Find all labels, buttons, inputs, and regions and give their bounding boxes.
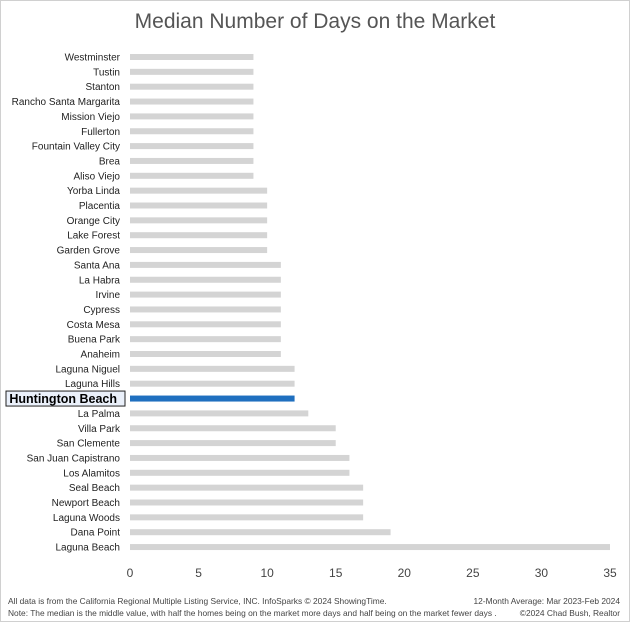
- bar: [130, 128, 254, 135]
- footer-credit: ©2024 Chad Bush, Realtor: [519, 608, 620, 618]
- category-label: Dana Point: [71, 528, 121, 539]
- bar: [130, 321, 281, 328]
- category-label: Orange City: [67, 216, 120, 227]
- x-tick-label: 30: [535, 566, 549, 580]
- category-label: Laguna Beach: [55, 543, 120, 554]
- category-label: Costa Mesa: [67, 320, 121, 331]
- footer-right: 12-Month Average: Mar 2023-Feb 2024 ©202…: [473, 595, 620, 619]
- category-label: Brea: [99, 156, 121, 167]
- bar: [130, 306, 281, 313]
- category-label: Fullerton: [81, 127, 120, 138]
- bar: [130, 187, 268, 194]
- bar: [130, 484, 364, 491]
- category-label: Huntington Beach: [9, 392, 117, 406]
- bar: [130, 247, 268, 254]
- category-label: Aliso Viejo: [73, 171, 120, 182]
- category-label: Anaheim: [81, 350, 120, 361]
- bar: [130, 351, 281, 357]
- footer-source-note: All data is from the California Regional…: [8, 596, 387, 606]
- bar: [130, 291, 281, 298]
- bar: [130, 113, 254, 120]
- bar: [130, 202, 268, 209]
- category-label: Garden Grove: [57, 246, 121, 257]
- footer-period: 12-Month Average: Mar 2023-Feb 2024: [473, 596, 620, 606]
- category-label: La Habra: [79, 275, 121, 286]
- bar: [130, 261, 281, 268]
- x-tick-label: 15: [329, 566, 343, 580]
- bar: [130, 440, 336, 447]
- bar: [130, 217, 268, 224]
- highlight-label-box: [5, 390, 126, 407]
- category-label: Mission Viejo: [61, 112, 120, 123]
- x-tick-label: 20: [398, 566, 412, 580]
- category-label: Yorba Linda: [67, 186, 120, 197]
- category-label: La Palma: [78, 409, 121, 420]
- bar: [130, 83, 254, 90]
- x-tick-label: 10: [260, 566, 274, 580]
- category-label: Seal Beach: [69, 483, 120, 494]
- category-label: Newport Beach: [52, 498, 120, 509]
- x-tick-label: 5: [195, 566, 202, 580]
- category-label: Fountain Valley City: [32, 142, 120, 153]
- bar: [130, 68, 254, 75]
- bar: [130, 336, 281, 343]
- bar: [130, 380, 295, 387]
- bar: [130, 395, 295, 402]
- category-label: Laguna Woods: [53, 513, 120, 524]
- footer-left: All data is from the California Regional…: [8, 595, 497, 619]
- bar: [130, 514, 364, 521]
- category-label: Buena Park: [68, 335, 121, 346]
- bar: [130, 410, 309, 417]
- category-label: Cypress: [83, 305, 120, 316]
- bar: [130, 276, 281, 283]
- category-label: Placentia: [79, 201, 121, 212]
- bar-chart: Westminster Tustin Stanton Rancho Santa Mar…: [5, 53, 617, 580]
- category-label: Laguna Hills: [65, 379, 120, 390]
- bar: [130, 232, 268, 239]
- bar: [130, 54, 254, 60]
- bar: [130, 529, 391, 536]
- category-label: Santa Ana: [74, 260, 121, 271]
- category-label: Rancho Santa Margarita: [12, 97, 121, 108]
- bar: [130, 98, 254, 105]
- category-label: Laguna Niguel: [56, 364, 121, 375]
- x-tick-label: 0: [127, 566, 134, 580]
- bar: [130, 454, 350, 461]
- category-label: Stanton: [86, 82, 120, 93]
- bar: [130, 425, 336, 432]
- bar: [130, 365, 295, 372]
- x-tick-label: 35: [603, 566, 617, 580]
- category-label: Westminster: [65, 53, 121, 64]
- category-label: Irvine: [96, 290, 121, 301]
- footer-median-note: Note: The median is the middle value, wi…: [8, 608, 497, 618]
- bar: [130, 499, 364, 506]
- bar: [130, 157, 254, 164]
- category-label: San Clemente: [57, 439, 121, 450]
- category-label: Villa Park: [78, 424, 121, 435]
- category-label: Los Alamitos: [63, 468, 120, 479]
- category-label: Lake Forest: [67, 231, 120, 242]
- chart-title: Median Number of Days on the Market: [134, 10, 496, 33]
- category-label: Tustin: [93, 67, 120, 78]
- bar: [130, 469, 350, 476]
- category-label: San Juan Capistrano: [27, 453, 121, 464]
- bar: [130, 544, 610, 551]
- bar: [130, 143, 254, 150]
- x-tick-label: 25: [466, 566, 480, 580]
- bar: [130, 172, 254, 179]
